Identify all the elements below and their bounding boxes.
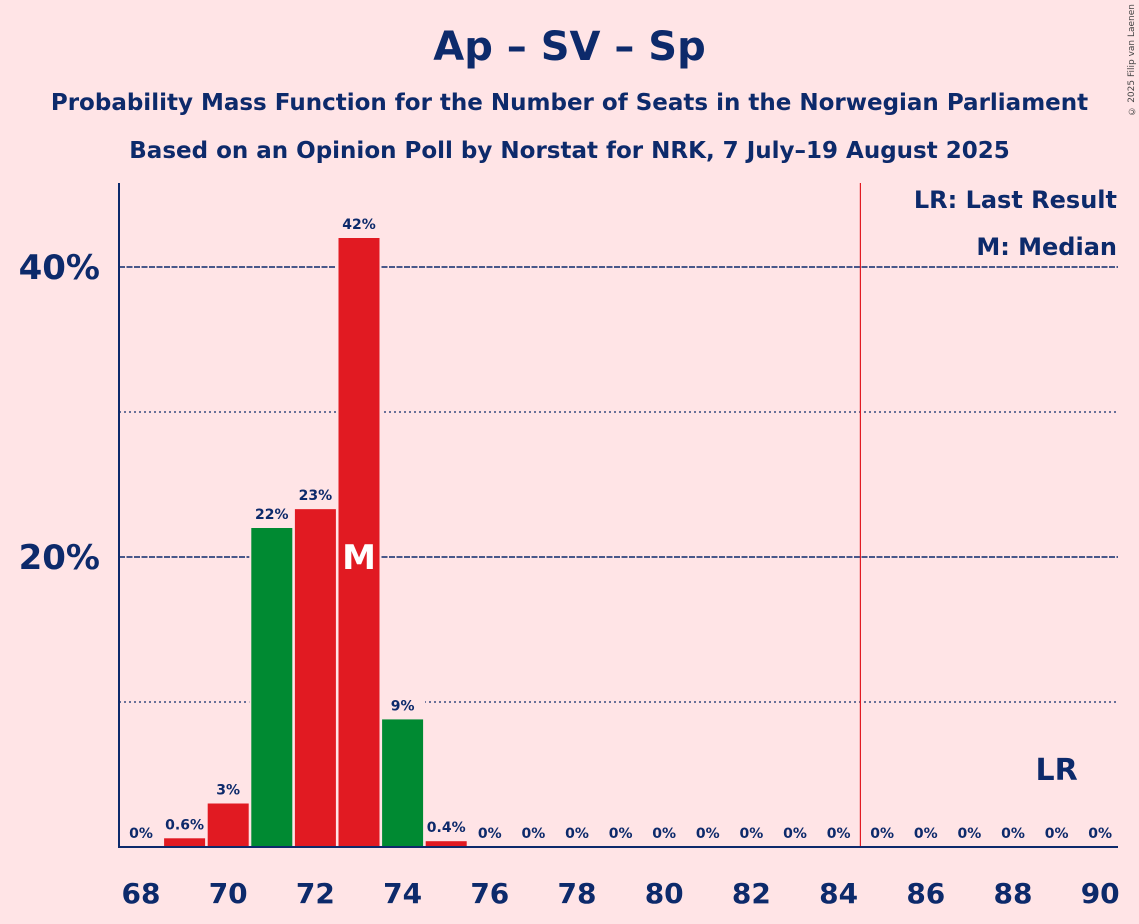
bar-value-label: 0% bbox=[1088, 826, 1112, 842]
bar-value-label: 42% bbox=[342, 217, 376, 233]
bar bbox=[425, 841, 467, 847]
y-tick-label: 40% bbox=[19, 248, 100, 288]
bar bbox=[207, 803, 249, 847]
x-tick-label: 86 bbox=[906, 877, 945, 910]
bar bbox=[164, 838, 206, 847]
bar-value-label: 0% bbox=[827, 826, 851, 842]
bar-value-label: 22% bbox=[255, 507, 289, 523]
bar-value-label: 0.4% bbox=[427, 820, 466, 836]
x-tick-label: 68 bbox=[122, 877, 161, 910]
bar-value-label: 0% bbox=[129, 826, 153, 842]
x-tick-label: 74 bbox=[383, 877, 422, 910]
y-tick-label: 20% bbox=[19, 538, 100, 578]
x-tick-label: 90 bbox=[1081, 877, 1120, 910]
x-tick-label: 84 bbox=[819, 877, 858, 910]
bar-value-label: 23% bbox=[299, 488, 333, 504]
x-tick-label: 78 bbox=[558, 877, 597, 910]
x-tick-label: 80 bbox=[645, 877, 684, 910]
x-tick-label: 76 bbox=[470, 877, 509, 910]
bar-value-label: 0% bbox=[1001, 826, 1025, 842]
median-marker: M bbox=[342, 538, 376, 578]
chart-subtitle-1: Probability Mass Function for the Number… bbox=[50, 90, 1089, 116]
chart-subtitle-2: Based on an Opinion Poll by Norstat for … bbox=[129, 138, 1010, 164]
bar-value-label: 0% bbox=[740, 826, 764, 842]
bar-value-label: 0.6% bbox=[165, 817, 204, 833]
x-tick-label: 70 bbox=[209, 877, 248, 910]
x-tick-label: 88 bbox=[994, 877, 1033, 910]
bar-value-label: 0% bbox=[609, 826, 633, 842]
bar-value-label: 0% bbox=[958, 826, 982, 842]
bar-value-label: 0% bbox=[652, 826, 676, 842]
bar bbox=[338, 238, 380, 847]
bar-value-label: 9% bbox=[391, 698, 415, 714]
last-result-marker: LR bbox=[1035, 753, 1077, 788]
bar-value-label: 0% bbox=[783, 826, 807, 842]
bar-value-label: 3% bbox=[216, 783, 240, 799]
x-tick-label: 82 bbox=[732, 877, 771, 910]
bar bbox=[294, 509, 336, 847]
bar-value-label: 0% bbox=[914, 826, 938, 842]
legend-last-result: LR: Last Result bbox=[913, 186, 1117, 214]
legend-median: M: Median bbox=[976, 233, 1117, 261]
bar bbox=[251, 528, 293, 847]
chart-title: Ap – SV – Sp bbox=[433, 24, 706, 70]
bar-value-label: 0% bbox=[478, 826, 502, 842]
bar-value-label: 0% bbox=[522, 826, 546, 842]
bar-value-label: 0% bbox=[870, 826, 894, 842]
bar-value-label: 0% bbox=[565, 826, 589, 842]
x-tick-label: 72 bbox=[296, 877, 335, 910]
bar-value-label: 0% bbox=[1045, 826, 1069, 842]
bar bbox=[382, 719, 424, 847]
bar-value-label: 0% bbox=[696, 826, 720, 842]
